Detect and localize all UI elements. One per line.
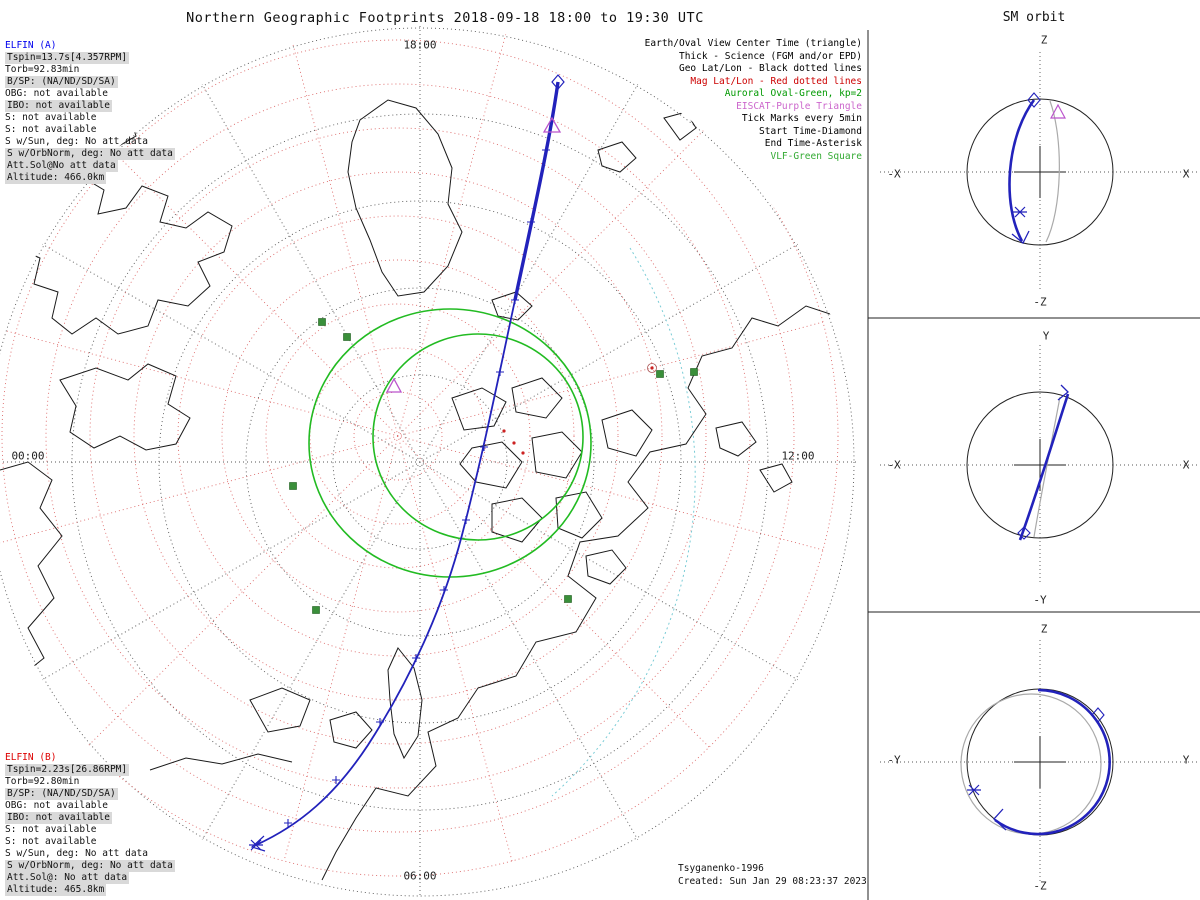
legend-line: Thick - Science (FGM and/or EPD) xyxy=(678,50,862,62)
axis-label: -Y xyxy=(1033,593,1047,607)
orbit-arrowhead xyxy=(1057,384,1069,401)
axis-label: -X xyxy=(887,458,901,472)
end-asterisk-marker xyxy=(967,784,981,796)
sm-orbit-title: SM orbit xyxy=(1002,10,1066,25)
info-line: S w/Sun, deg: No att data xyxy=(5,848,148,859)
legend-line: Geo Lat/Lon - Black dotted lines xyxy=(678,63,862,74)
page-title: Northern Geographic Footprints 2018-09-1… xyxy=(186,10,704,26)
axis-label: -Z xyxy=(1033,295,1047,309)
legend-line: End Time-Asterisk xyxy=(764,138,862,149)
end-asterisk-marker xyxy=(1013,206,1027,218)
panel-dividers xyxy=(867,30,1200,900)
axis-label: Z xyxy=(1040,33,1048,47)
created-label: Created: Sun Jan 29 08:23:37 2023 xyxy=(678,876,867,887)
model-label: Tsyganenko-1996 xyxy=(678,863,764,874)
polar-map xyxy=(0,26,856,898)
orbit-track-gray xyxy=(1033,396,1061,538)
legend-line: Earth/Oval View Center Time (triangle) xyxy=(644,38,862,49)
info-line: Tspin=13.7s[4.357RPM] xyxy=(5,52,130,64)
orbit-panel-xy xyxy=(880,345,1198,585)
info-line: Att.Sol@No att data xyxy=(5,160,118,172)
start-diamond-marker xyxy=(1017,526,1031,540)
center-time-triangle-marker xyxy=(1049,103,1067,119)
clock-label-12: 12:00 xyxy=(781,449,815,463)
orbit-track-blue xyxy=(1018,393,1070,541)
elfin-b-title: ELFIN (B) xyxy=(5,752,57,763)
orbit-panel-yz xyxy=(880,640,1198,884)
axis-label: Y xyxy=(1042,329,1050,343)
legend-line: EISCAT-Purple Triangle xyxy=(736,100,862,112)
footprint-science-segment xyxy=(513,81,560,301)
clock-label-06: 06:00 xyxy=(403,869,437,883)
start-diamond-marker xyxy=(1091,707,1105,723)
info-line: B/SP: (NA/ND/SD/SA) xyxy=(5,76,118,88)
axis-label: -X xyxy=(887,167,901,181)
elfin-a-info: ELFIN (A) Tspin=13.7s[4.357RPM] Torb=92.… xyxy=(5,40,175,184)
eiscat-triangle xyxy=(385,377,403,393)
center-time-triangle-marker xyxy=(542,116,562,133)
legend-line: Start Time-Diamond xyxy=(759,125,862,137)
info-line: OBG: not available xyxy=(5,800,108,811)
orbit-arrowhead xyxy=(993,808,1007,831)
orbit-panel-xz xyxy=(880,52,1198,292)
mag-grid xyxy=(0,26,839,877)
info-line: Altitude: 465.8km xyxy=(5,884,107,896)
orbit-track-blue xyxy=(1008,99,1036,242)
vlf-stations xyxy=(289,318,698,614)
info-line: Torb=92.80min xyxy=(5,776,80,787)
axis-label: Y xyxy=(1182,753,1190,767)
legend-line: Tick Marks every 5min xyxy=(741,113,862,124)
station-dots xyxy=(502,363,657,455)
info-line: S: not available xyxy=(5,824,97,835)
clock-label-18: 18:00 xyxy=(403,38,437,52)
center-cross xyxy=(1014,736,1066,788)
auroral-oval xyxy=(308,308,592,578)
info-line: S: not available xyxy=(5,836,97,847)
tick-marks xyxy=(284,146,550,827)
start-diamond-marker xyxy=(1027,92,1041,108)
orbit-arrowhead xyxy=(1011,230,1030,245)
geo-grid xyxy=(0,26,856,898)
axis-label: -Y xyxy=(887,753,901,767)
earth-circle xyxy=(966,391,1114,539)
legend-line: Auroral Oval-Green, kp=2 xyxy=(724,88,862,99)
info-line: Att.Sol@: No att data xyxy=(5,872,130,884)
elfin-b-info: ELFIN (B) Tspin=2.23s[26.86RPM] Torb=92.… xyxy=(5,752,175,896)
legend: Earth/Oval View Center Time (triangle) T… xyxy=(645,38,862,163)
clock-label-00: 00:00 xyxy=(11,449,45,463)
info-line: IBO: not available xyxy=(5,812,112,824)
footprint-line xyxy=(255,81,559,846)
info-line: S: not available xyxy=(5,124,97,135)
start-diamond-marker xyxy=(551,74,565,90)
info-line: S w/OrbNorm, deg: No att data xyxy=(5,860,175,872)
info-line: IBO: not available xyxy=(5,100,112,112)
satellite-track xyxy=(249,74,565,852)
earth-circle xyxy=(966,98,1114,246)
footer: Tsyganenko-1996 Created: Sun Jan 29 08:2… xyxy=(678,862,867,888)
axis-label: X xyxy=(1182,167,1190,181)
track-arrowhead xyxy=(250,835,266,852)
info-line: S w/OrbNorm, deg: No att data xyxy=(5,148,175,160)
terminator-line xyxy=(551,247,696,797)
info-line: Tspin=2.23s[26.86RPM] xyxy=(5,764,130,776)
info-line: S: not available xyxy=(5,112,97,123)
orbit-track-gray xyxy=(960,693,1102,835)
axis-label: Z xyxy=(1040,622,1048,636)
orbit-track-gray xyxy=(1045,100,1060,243)
info-line: B/SP: (NA/ND/SD/SA) xyxy=(5,788,118,800)
axis-label: -Z xyxy=(1033,879,1047,893)
elfin-a-title: ELFIN (A) xyxy=(5,40,57,51)
legend-line: VLF-Green Square xyxy=(770,150,862,162)
center-cross xyxy=(1014,146,1066,198)
info-line: S w/Sun, deg: No att data xyxy=(5,136,148,147)
orbit-track-blue xyxy=(994,688,1111,836)
axis-label: X xyxy=(1182,458,1190,472)
end-asterisk-marker xyxy=(249,839,263,851)
info-line: Altitude: 466.0km xyxy=(5,172,107,184)
info-line: OBG: not available xyxy=(5,88,108,99)
legend-line: Mag Lat/Lon - Red dotted lines xyxy=(690,75,862,87)
info-line: Torb=92.83min xyxy=(5,64,80,75)
